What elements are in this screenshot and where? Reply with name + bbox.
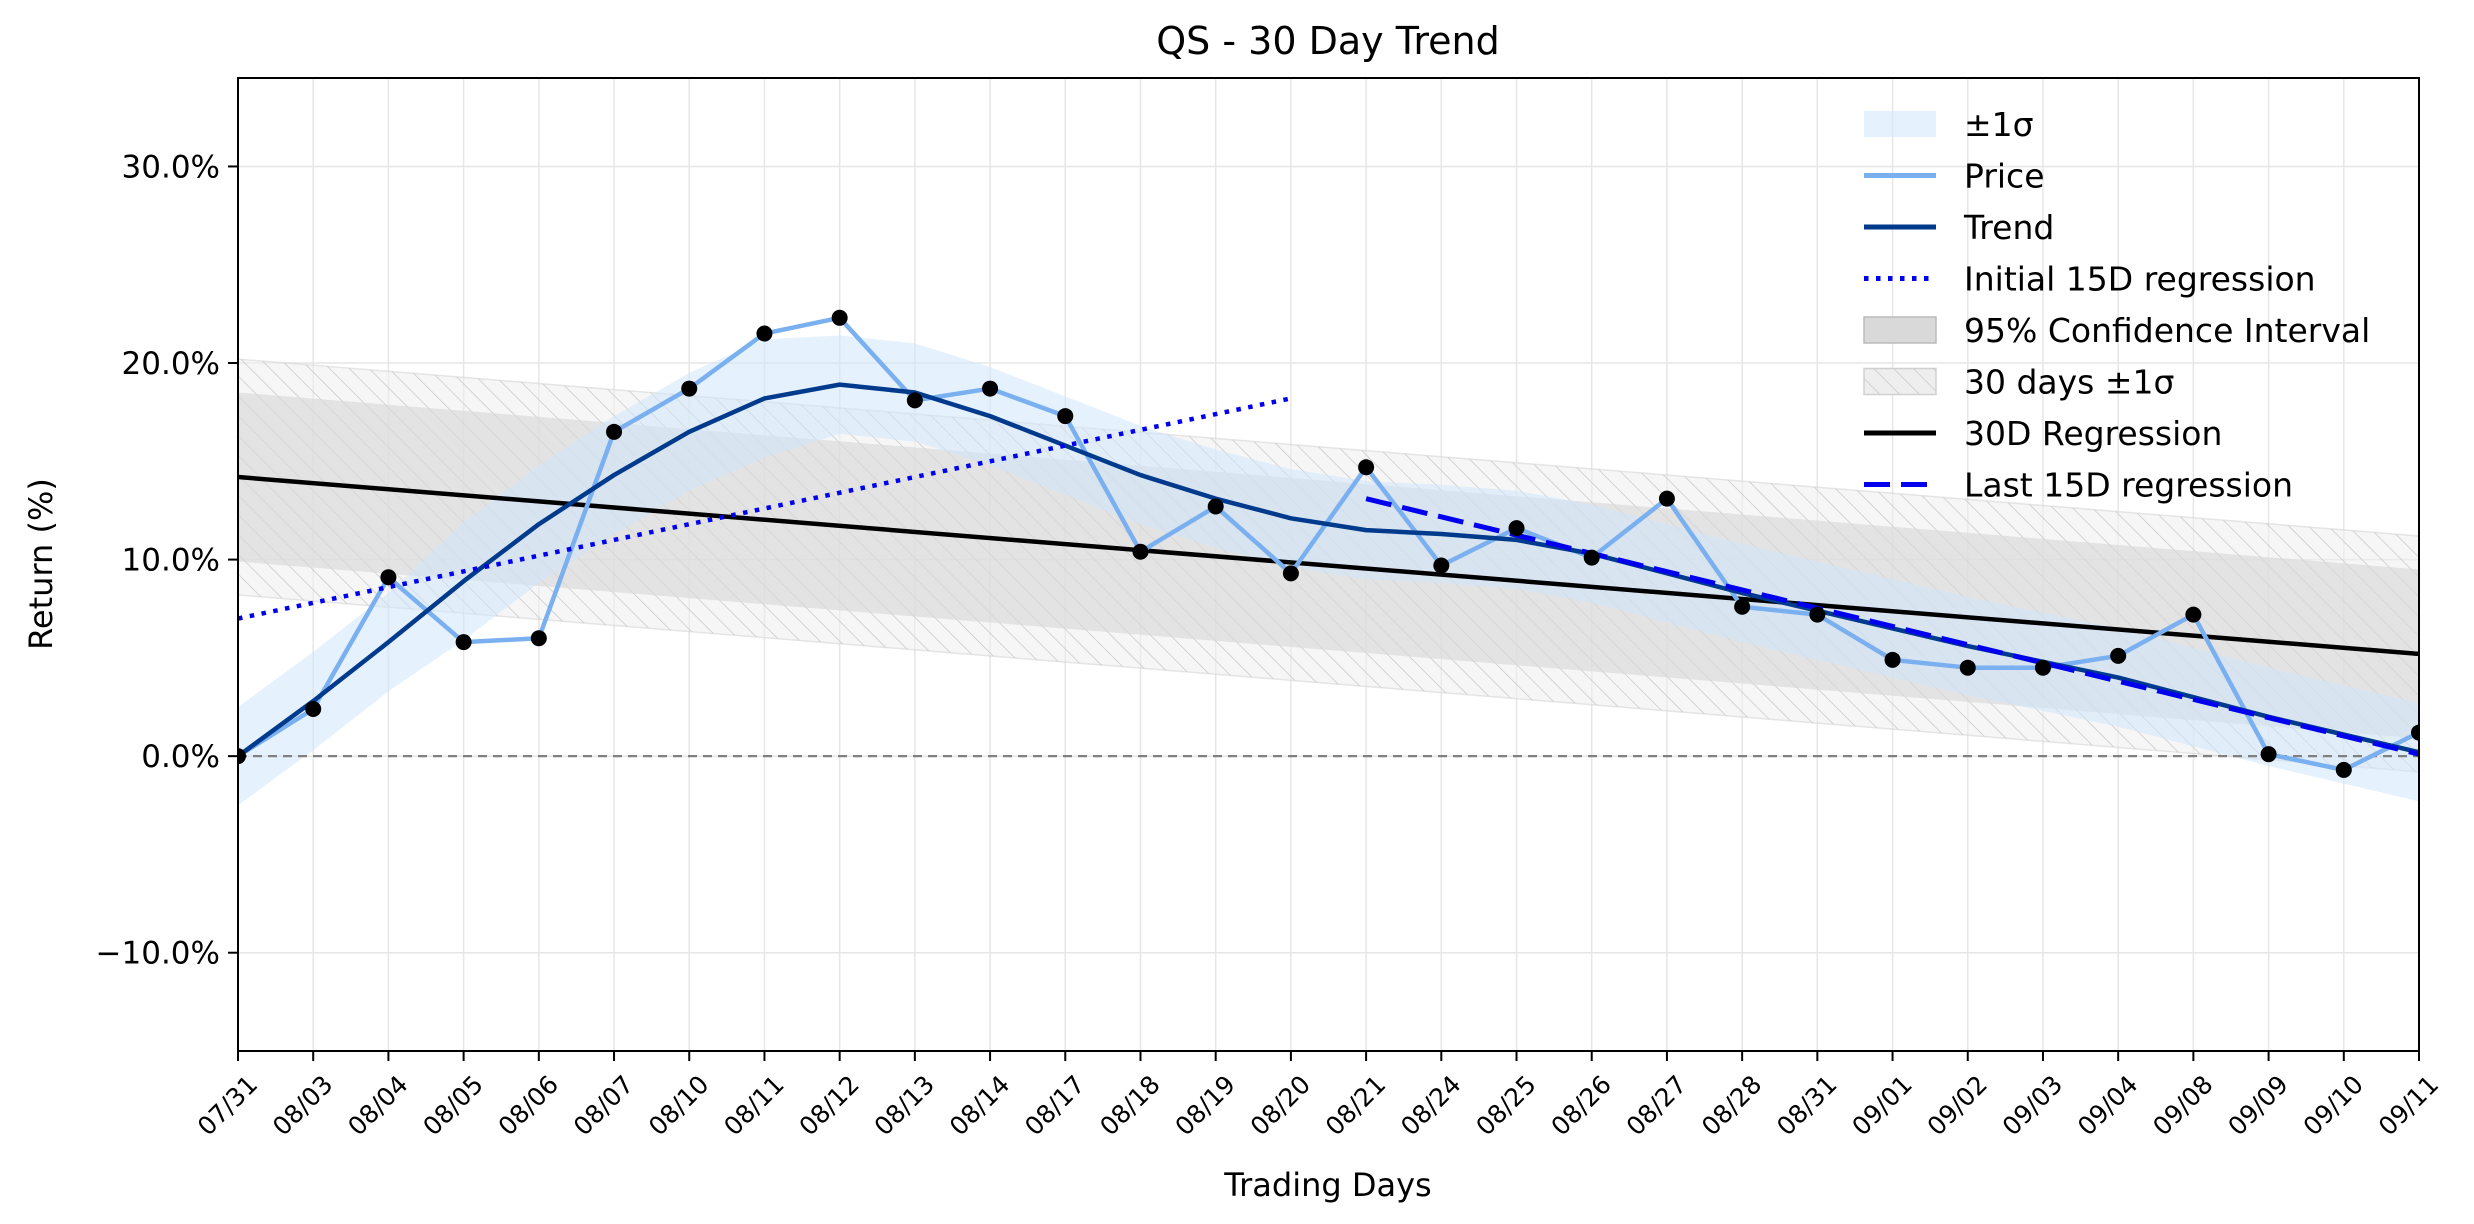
price-point [1508,520,1525,537]
x-tick-label: 09/04 [2072,1070,2143,1141]
price-point [1658,490,1675,507]
x-tick-label: 08/26 [1546,1070,1617,1141]
price-point [305,700,322,717]
x-tick-label: 08/20 [1245,1070,1316,1141]
y-tick-label: −10.0% [96,936,220,972]
y-axis: −10.0% 0.0% 10.0% 20.0% 30.0% [96,149,238,972]
x-tick-label: 08/05 [417,1070,488,1141]
legend-label: ±1σ [1964,105,2034,144]
legend-entry: 30 days ±1σ [1863,363,2174,402]
x-tick-label: 08/07 [568,1070,639,1141]
legend-label: Initial 15D regression [1964,260,2316,299]
x-tick-label: 08/18 [1094,1070,1165,1141]
x-tick-label: 08/25 [1470,1070,1541,1141]
legend-swatch-hatch [1864,368,1936,395]
legend-entry: 95% Confidence Interval [1863,311,2370,350]
series-30d-regression-line [238,474,2419,657]
price-point [2185,606,2202,623]
price-point [756,325,773,342]
x-tick-label: 09/08 [2147,1070,2218,1141]
price-point [831,309,848,326]
legend-swatch [1863,316,1937,344]
x-tick-label: 08/17 [1019,1070,1090,1141]
x-tick-label: 09/09 [2222,1070,2293,1141]
x-tick-label: 08/13 [869,1070,940,1141]
x-axis: 07/31 08/03 08/04 08/05 08/06 08/07 08/10 08/11… [192,1051,2444,1141]
price-point [2335,761,2352,778]
x-tick-label: 08/12 [793,1070,864,1141]
price-point [530,630,547,647]
price-point [455,634,472,651]
price-point [1809,606,1826,623]
price-point [1884,651,1901,668]
legend-label: 95% Confidence Interval [1964,311,2370,350]
price-point [1057,408,1074,425]
price-point [2411,724,2419,741]
x-tick-label: 08/04 [342,1070,413,1141]
x-tick-label: 09/03 [1997,1070,2068,1141]
price-point [1583,549,1600,566]
legend-label: 30D Regression [1964,414,2222,453]
legend-entry: Trend [1864,208,2054,247]
y-axis-label: Return (%) [22,478,60,650]
price-point [1132,543,1149,560]
x-tick-label: 08/21 [1320,1070,1391,1141]
x-tick-label: 08/03 [267,1070,338,1141]
legend-entry: Initial 15D regression [1864,260,2316,299]
x-tick-label: 08/27 [1621,1070,1692,1141]
y-tick-label: 20.0% [122,346,220,382]
x-tick-label: 08/19 [1169,1070,1240,1141]
price-point [681,380,698,397]
plot-area [238,309,2419,806]
price-point [1959,659,1976,676]
legend-entry: ±1σ [1864,105,2034,144]
price-point [1207,498,1224,515]
legend-swatch [1864,111,1936,137]
price-point [380,569,397,586]
price-point [1358,459,1375,476]
price-point [906,392,923,409]
price-point [2260,746,2277,763]
price-point [2110,647,2127,664]
legend-label: Last 15D regression [1964,466,2293,505]
y-tick-label: 30.0% [122,149,220,185]
x-tick-label: 08/14 [944,1070,1015,1141]
legend-entry: Price [1864,157,2045,196]
points-layer [238,309,2419,778]
x-tick-label: 08/31 [1771,1070,1842,1141]
legend-label: Price [1964,157,2045,196]
legend-label: Trend [1963,208,2054,247]
x-tick-label: 09/11 [2373,1070,2444,1141]
price-point [238,748,246,765]
x-tick-label: 09/02 [1922,1070,1993,1141]
plot-frame [237,77,2420,1052]
y-tick-label: 10.0% [122,543,220,579]
price-point [1734,598,1751,615]
x-tick-label: 09/01 [1846,1070,1917,1141]
price-point [1282,565,1299,582]
price-point [2034,659,2051,676]
x-tick-label: 08/11 [718,1070,789,1141]
band-sigma-pm1 [238,335,2419,806]
price-point [1433,557,1450,574]
legend-entry: 30D Regression [1864,414,2222,453]
price-point [982,380,999,397]
price-point [606,423,623,440]
y-tick-label: 0.0% [141,739,220,775]
legend-entry: Last 15D regression [1864,466,2293,505]
x-tick-label: 07/31 [192,1070,263,1141]
lines-layer [238,315,2419,773]
chart-title: QS - 30 Day Trend [1156,19,1499,63]
series-last-15d-regression-line [1365,496,2419,757]
x-tick-label: 08/28 [1696,1070,1767,1141]
legend: ±1σ Price Trend Initial 15D regression 95% C… [1863,105,2370,505]
x-axis-label: Trading Days [1223,1166,1431,1204]
legend-label: 30 days ±1σ [1964,363,2174,402]
x-tick-label: 09/10 [2298,1070,2369,1141]
x-tick-label: 08/06 [493,1070,564,1141]
x-tick-label: 08/24 [1395,1070,1466,1141]
x-tick-label: 08/10 [643,1070,714,1141]
